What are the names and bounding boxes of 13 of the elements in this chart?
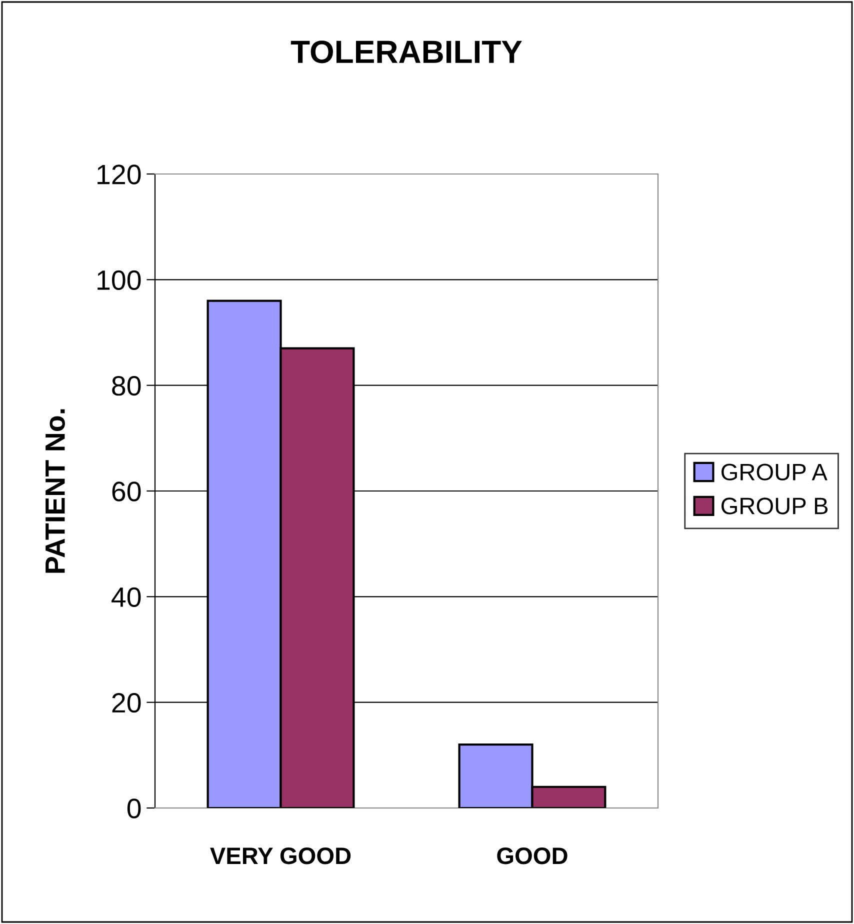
y-tick-label: 100 [98,270,141,290]
y-axis-title: PATIENT No. [46,409,65,573]
legend-label: GROUP A [722,464,828,480]
legend-label: GROUP B [722,498,828,514]
y-tick-label: 20 [112,693,141,713]
x-tick-label: GOOD [497,848,568,864]
x-tick-label: VERY GOOD [210,848,351,864]
y-tick-label: 60 [112,482,141,502]
y-tick-label: 40 [112,587,141,608]
y-tick-label: 0 [127,798,141,818]
y-tick-label: 120 [98,164,141,184]
y-tick-label: 80 [112,376,141,396]
chart-title: TOLERABILITY [290,40,522,64]
